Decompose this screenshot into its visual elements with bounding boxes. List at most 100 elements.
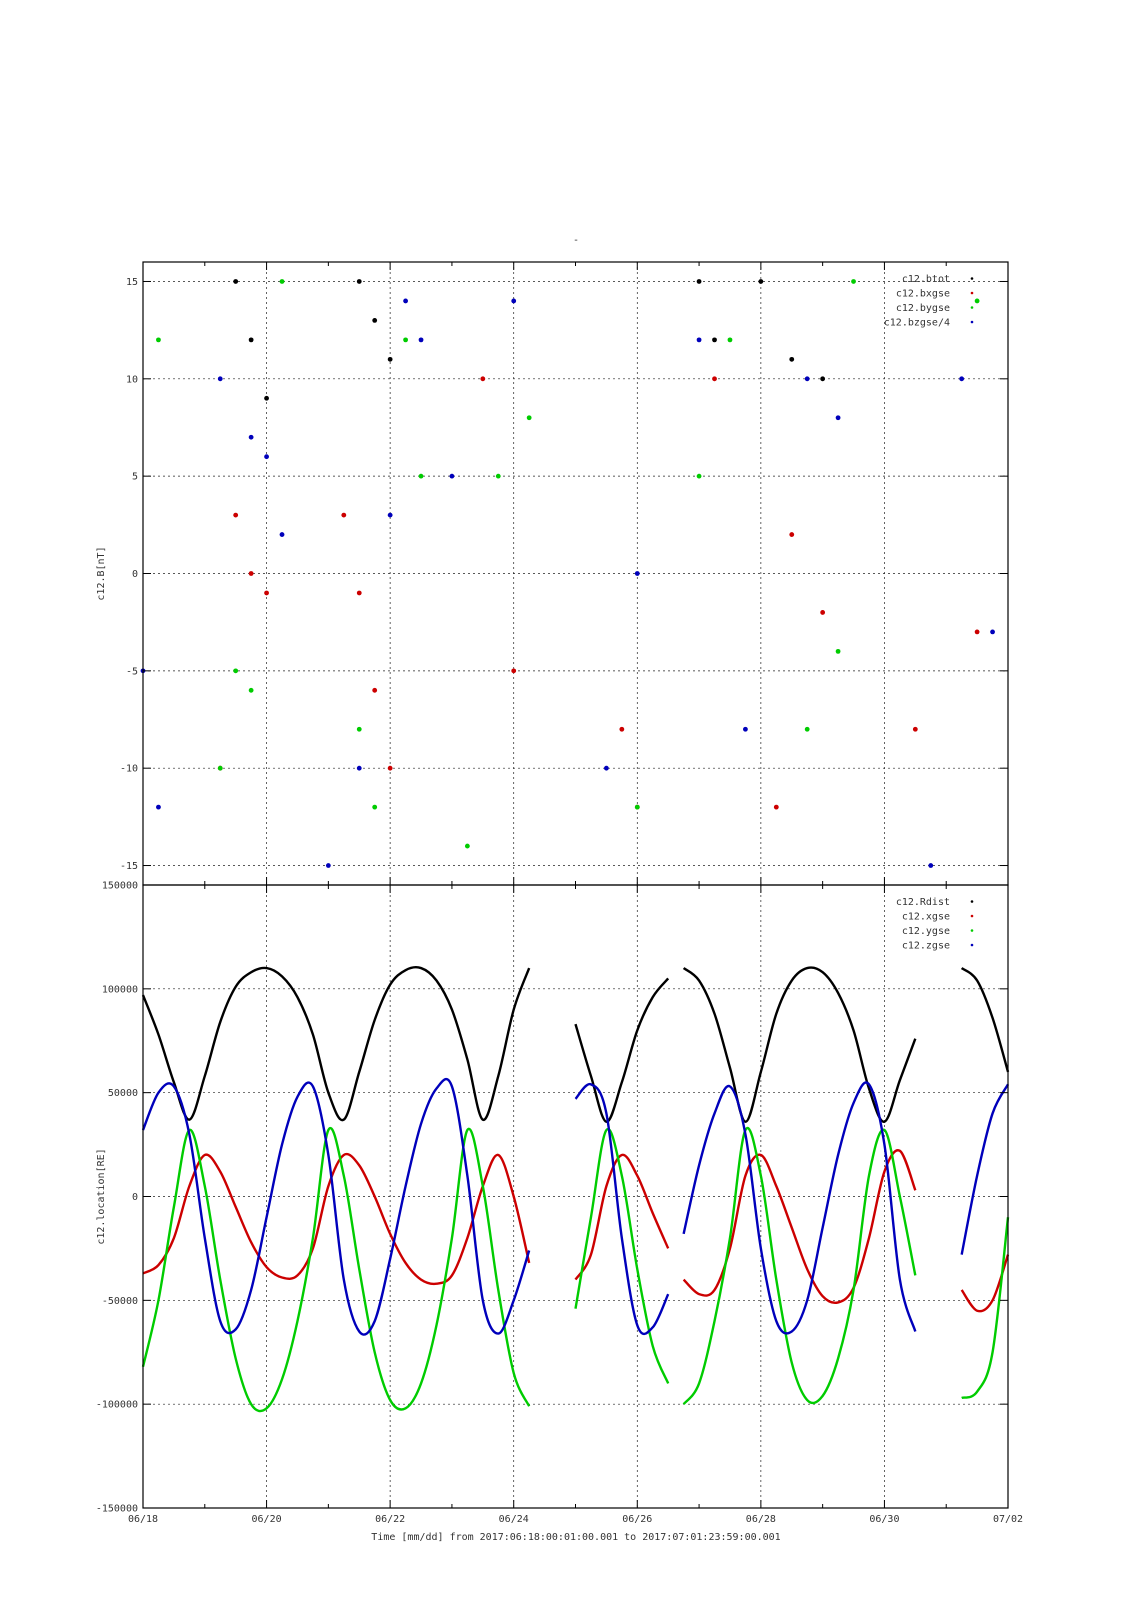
data-point [727, 337, 733, 343]
data-point [217, 376, 223, 382]
data-point [789, 532, 795, 537]
data-point [233, 279, 239, 284]
figure-title: - [573, 235, 579, 246]
data-point [773, 804, 779, 810]
legend-label: c12.bxgse [896, 289, 950, 300]
data-point [974, 629, 980, 635]
data-point [804, 726, 810, 732]
data-point [233, 512, 239, 518]
data-point [696, 473, 702, 479]
data-point [835, 648, 841, 654]
legend-label: c12.ygse [902, 926, 950, 937]
series-line [574, 977, 670, 1123]
data-point [418, 473, 424, 479]
y-tick-label: -5 [126, 666, 138, 677]
y-axis-label: c12.location[RE] [96, 1148, 107, 1244]
data-point [743, 726, 748, 732]
series-c12-bzgse-4 [140, 298, 995, 868]
data-point [789, 356, 795, 362]
data-point [372, 804, 378, 810]
x-tick-label: 06/30 [869, 1514, 899, 1525]
data-point [264, 454, 269, 460]
series-c12-xgse [142, 1149, 1010, 1313]
legend-label: c12.bygse [896, 303, 950, 314]
x-tick-label: 06/22 [375, 1514, 405, 1525]
data-point [248, 337, 254, 343]
data-point [480, 376, 486, 382]
location-panel: 150000 100000 50000 0 -50000 -100000 -150000 c… [96, 881, 1010, 1515]
data-point [449, 473, 455, 479]
y-axis-ticks: 150000 100000 50000 0 -50000 -100000 -150000 [96, 881, 1008, 1515]
x-tick-label: 06/18 [128, 1514, 158, 1525]
data-point [835, 415, 841, 421]
legend-swatch [970, 914, 974, 918]
data-point [372, 687, 378, 693]
data-point [696, 279, 702, 284]
series-c12-bygse [156, 279, 980, 849]
data-point [619, 726, 625, 732]
x-tick-label: 06/26 [622, 1514, 652, 1525]
legend-swatch [970, 320, 974, 324]
y-tick-label: 50000 [108, 1088, 138, 1099]
data-point [356, 726, 362, 732]
magnetic-field-panel: 15 10 5 0 -5 -10 -15 c12.B[nT] c12.btot c12.bxg… [96, 261, 1009, 886]
series-line [141, 1077, 531, 1336]
data-point [356, 590, 362, 596]
legend-swatch [970, 277, 974, 280]
y-tick-label: -50000 [102, 1296, 138, 1307]
data-point [526, 415, 532, 421]
legend-label: c12.btot [902, 274, 950, 285]
series-line [142, 1152, 531, 1286]
data-point [156, 804, 161, 810]
data-point [233, 668, 239, 674]
legend-swatch [970, 943, 974, 947]
data-point [279, 279, 285, 284]
legend-label: c12.bzgse/4 [884, 318, 950, 329]
series-line [682, 1081, 917, 1335]
x-tick-label: 06/28 [746, 1514, 776, 1525]
series-c12-bxgse [217, 376, 980, 810]
y-tick-label: -150000 [96, 1504, 138, 1515]
y-tick-label: 10 [126, 374, 138, 385]
data-point [156, 337, 161, 343]
series-c12-rdist [141, 966, 1010, 1123]
data-point [804, 376, 810, 382]
data-point [696, 337, 702, 343]
y-tick-label: -15 [120, 861, 138, 872]
series-c12-btot [233, 279, 826, 401]
series-c12-zgse [141, 1077, 1010, 1336]
series-line [574, 1127, 670, 1384]
data-point [418, 337, 424, 343]
data-point [387, 765, 393, 771]
data-point [264, 590, 269, 596]
y-tick-label: 5 [132, 472, 138, 483]
data-point [248, 571, 254, 576]
x-axis-ticks: 06/18 06/20 06/22 06/24 06/26 06/28 06/30 07/02 [128, 1514, 1023, 1525]
data-point [928, 863, 934, 868]
legend-label: c12.zgse [902, 941, 950, 952]
data-point [356, 279, 362, 284]
legend-label: c12.xgse [902, 912, 950, 923]
series-line [682, 1126, 917, 1405]
y-axis-label: c12.B[nT] [96, 546, 107, 600]
legend-swatch [970, 929, 974, 932]
data-point [634, 804, 640, 810]
data-point [820, 610, 826, 615]
data-point [387, 512, 393, 518]
y-tick-label: 0 [132, 1192, 138, 1203]
data-point [758, 279, 764, 284]
y-tick-label: 150000 [102, 881, 138, 892]
data-point [217, 765, 223, 771]
data-point [603, 765, 609, 771]
grid-lines [143, 262, 1008, 885]
legend: c12.btot c12.bxgse c12.bygse c12.bzgse/4 [884, 274, 974, 329]
series-line [574, 1082, 670, 1336]
legend-label: c12.Rdist [896, 897, 950, 908]
x-tick-label: 06/20 [252, 1514, 282, 1525]
series-line [682, 1149, 917, 1304]
data-point [341, 512, 347, 518]
data-point [851, 279, 856, 284]
legend-swatch [970, 900, 974, 903]
y-tick-label: -10 [120, 764, 138, 775]
